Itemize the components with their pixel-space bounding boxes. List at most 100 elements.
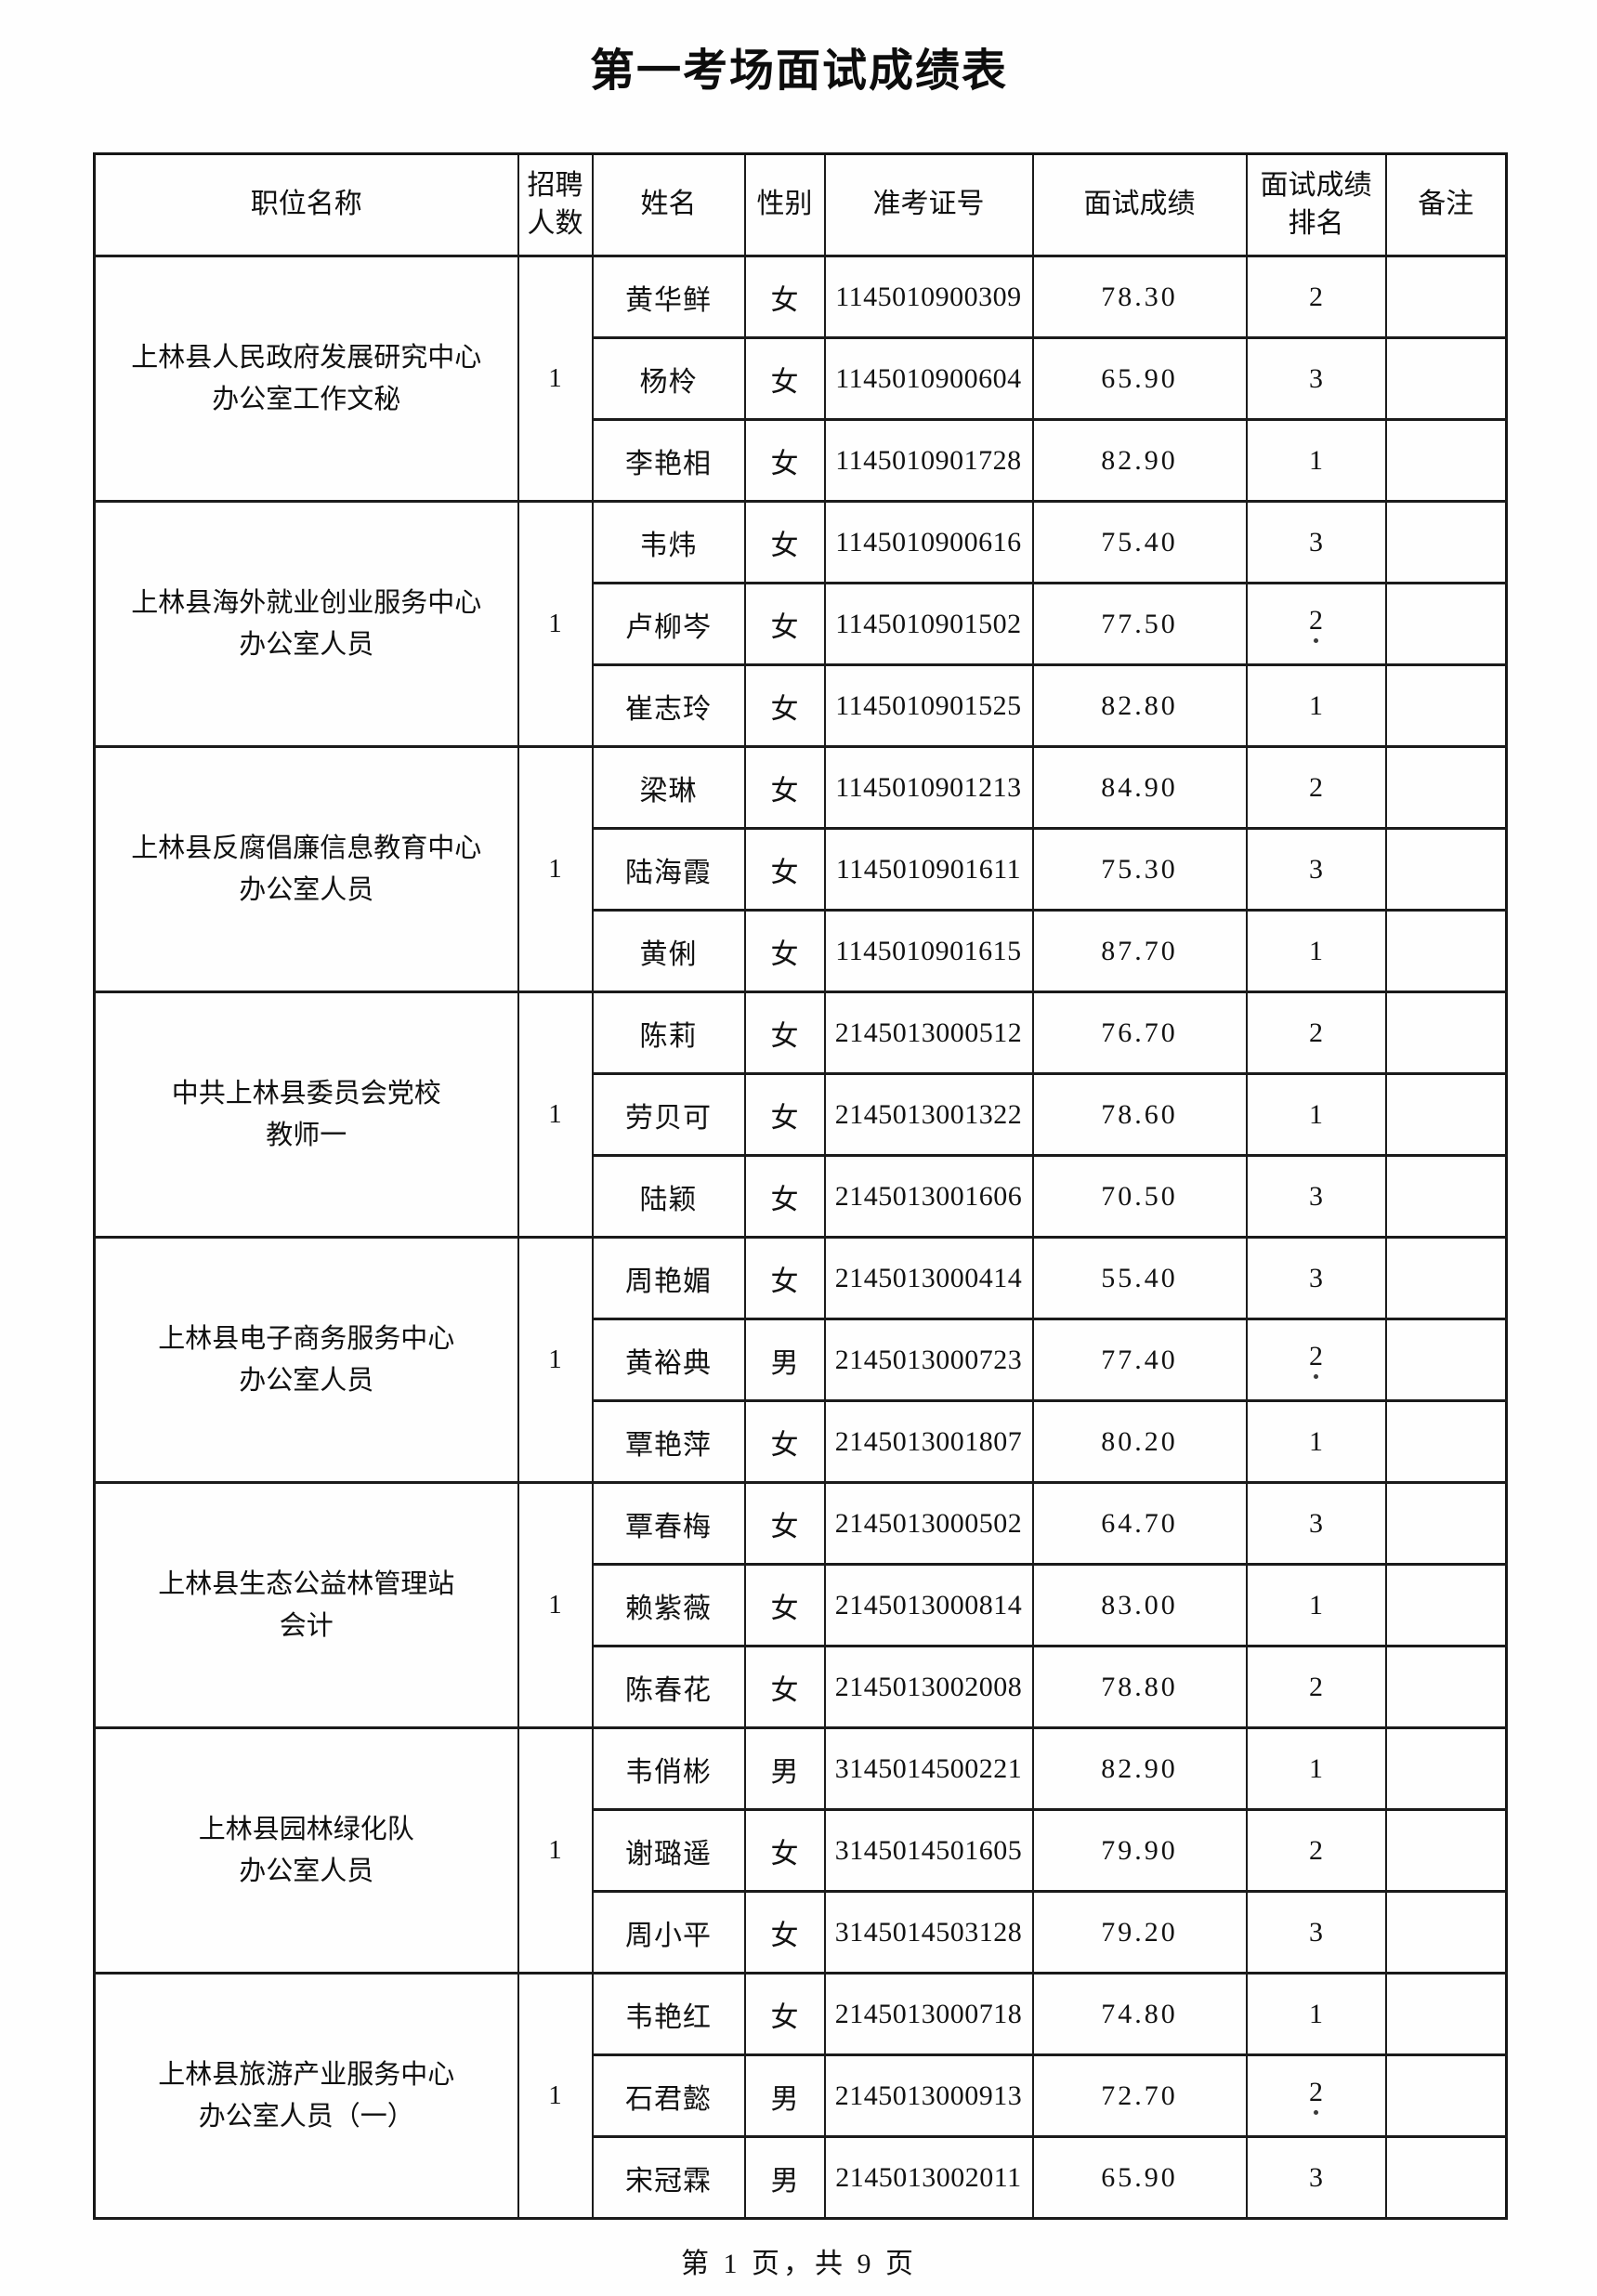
score-cell: 74.80 <box>1031 1972 1248 2056</box>
name-cell: 谢璐遥 <box>591 1808 746 1893</box>
gender-cell: 女 <box>743 418 826 503</box>
admission-number-cell: 2145013000414 <box>823 1236 1034 1320</box>
rank-value: 3 <box>1309 853 1323 885</box>
candidate-row: 杨柃女 1145010900604 65.90 3 <box>95 336 1508 421</box>
admission-number-cell: 3145014500221 <box>823 1726 1034 1811</box>
score-cell: 75.30 <box>1031 827 1248 912</box>
recruit-count-cell: 1 <box>517 991 594 1239</box>
gender-cell: 女 <box>743 1481 826 1566</box>
rank-value: 1 <box>1309 1425 1323 1457</box>
rank-value: 2 <box>1309 1017 1323 1048</box>
remark-cell <box>1384 255 1508 339</box>
candidate-row: 黄俐女 1145010901615 87.70 1 <box>95 909 1508 993</box>
candidate-row: 上林县反腐倡廉信息教育中心 办公室人员 1 梁琳女 1145010901213 84.9… <box>93 745 1508 993</box>
candidate-row: 陈春花女 2145013002008 78.80 2 <box>95 1645 1508 1729</box>
score-cell: 79.90 <box>1031 1808 1248 1893</box>
gender-cell: 女 <box>743 909 826 993</box>
score-cell: 77.40 <box>1031 1318 1248 1402</box>
recruit-count-cell: 1 <box>517 1726 594 1975</box>
name-cell: 陈春花 <box>591 1645 746 1729</box>
admission-number-cell: 2145013001322 <box>823 1072 1034 1157</box>
admission-number-cell: 2145013000502 <box>823 1481 1034 1566</box>
position-cell: 上林县人民政府发展研究中心 办公室工作文秘 <box>93 255 519 503</box>
recruit-count-cell: 1 <box>517 1481 594 1729</box>
rank-value: 1 <box>1309 1752 1323 1784</box>
rank-value: 2 <box>1309 605 1323 636</box>
remark-cell <box>1384 582 1508 666</box>
rank-cell: 3 <box>1245 336 1387 421</box>
candidate-row: 陆海霞女 1145010901611 75.30 3 <box>95 827 1508 912</box>
gender-cell: 女 <box>743 1890 826 1975</box>
candidate-row: 周小平女 3145014503128 79.20 3 <box>95 1890 1508 1975</box>
header-remark: 备注 <box>1384 152 1508 257</box>
name-cell: 周小平 <box>591 1890 746 1975</box>
candidate-row: 上林县电子商务服务中心 办公室人员 1 周艳媚女 2145013000414 55.40… <box>93 1236 1508 1484</box>
name-cell: 覃艳萍 <box>591 1399 746 1484</box>
header-gender: 性别 <box>743 152 826 257</box>
admission-number-cell: 2145013002008 <box>823 1645 1034 1729</box>
name-cell: 周艳媚 <box>591 1236 746 1320</box>
score-cell: 55.40 <box>1031 1236 1248 1320</box>
interview-score-table: 职位名称 招聘 人数 姓名 性别 准考证号 面试成绩 面试成绩 排名 备注 上林… <box>93 152 1508 2220</box>
rank-value: 3 <box>1309 1916 1323 1948</box>
rank-value: 2 <box>1309 1341 1323 1371</box>
gender-cell: 女 <box>743 663 826 748</box>
rank-value: 1 <box>1309 1098 1323 1130</box>
name-cell: 黄华鲜 <box>591 255 746 339</box>
remark-cell <box>1384 418 1508 503</box>
remark-cell <box>1384 1808 1508 1893</box>
rank-value: 1 <box>1309 935 1323 966</box>
score-cell: 65.90 <box>1031 2135 1248 2220</box>
score-cell: 82.80 <box>1031 663 1248 748</box>
gender-cell: 男 <box>743 2053 826 2138</box>
name-cell: 韦艳红 <box>591 1972 746 2056</box>
candidate-row: 黄裕典男 2145013000723 77.40 2 <box>95 1318 1508 1402</box>
candidate-row: 上林县生态公益林管理站 会计 1 覃春梅女 2145013000502 64.70 3 <box>93 1481 1508 1729</box>
gender-cell: 女 <box>743 336 826 421</box>
candidate-row: 卢柳岑女 1145010901502 77.50 2 <box>95 582 1508 666</box>
gender-cell: 女 <box>743 745 826 830</box>
rank-cell: 2 <box>1245 255 1387 339</box>
name-cell: 黄俐 <box>591 909 746 993</box>
name-cell: 卢柳岑 <box>591 582 746 666</box>
remark-cell <box>1384 827 1508 912</box>
position-cell: 上林县园林绿化队 办公室人员 <box>93 1726 519 1975</box>
name-cell: 梁琳 <box>591 745 746 830</box>
gender-cell: 女 <box>743 1236 826 1320</box>
gender-cell: 男 <box>743 1726 826 1811</box>
header-admission-number: 准考证号 <box>823 152 1034 257</box>
score-cell: 78.60 <box>1031 1072 1248 1157</box>
admission-number-cell: 1145010901525 <box>823 663 1034 748</box>
remark-cell <box>1384 991 1508 1075</box>
rank-cell: 1 <box>1245 1726 1387 1811</box>
name-cell: 韦俏彬 <box>591 1726 746 1811</box>
gender-cell: 女 <box>743 1808 826 1893</box>
rank-value: 3 <box>1309 2161 1323 2193</box>
page-footer: 第 1 页，共 9 页 <box>681 2249 917 2279</box>
position-cell: 上林县反腐倡廉信息教育中心 办公室人员 <box>93 745 519 993</box>
score-cell: 70.50 <box>1031 1154 1248 1239</box>
rank-value: 2 <box>1309 1834 1323 1866</box>
name-cell: 陆颖 <box>591 1154 746 1239</box>
score-cell: 79.20 <box>1031 1890 1248 1975</box>
candidate-row: 赖紫薇女 2145013000814 83.00 1 <box>95 1563 1508 1647</box>
candidate-row: 宋冠霖男 2145013002011 65.90 3 <box>95 2135 1508 2220</box>
remark-cell <box>1384 663 1508 748</box>
remark-cell <box>1384 1972 1508 2056</box>
name-cell: 韦炜 <box>591 500 746 584</box>
remark-cell <box>1384 2135 1508 2220</box>
recruit-count-cell: 1 <box>517 1236 594 1484</box>
name-cell: 宋冠霖 <box>591 2135 746 2220</box>
admission-number-cell: 1145010901615 <box>823 909 1034 993</box>
score-cell: 72.70 <box>1031 2053 1248 2138</box>
candidate-row: 石君懿男 2145013000913 72.70 2 <box>95 2053 1508 2138</box>
gender-cell: 女 <box>743 1972 826 2056</box>
gender-cell: 女 <box>743 1399 826 1484</box>
candidate-row: 上林县旅游产业服务中心 办公室人员（一） 1 韦艳红女 2145013000718 74… <box>93 1972 1508 2220</box>
rank-cell: 1 <box>1245 1563 1387 1647</box>
name-cell: 李艳相 <box>591 418 746 503</box>
rank-cell: 3 <box>1245 1481 1387 1566</box>
rank-cell: 1 <box>1245 418 1387 503</box>
remark-cell <box>1384 2053 1508 2138</box>
admission-number-cell: 1145010901728 <box>823 418 1034 503</box>
